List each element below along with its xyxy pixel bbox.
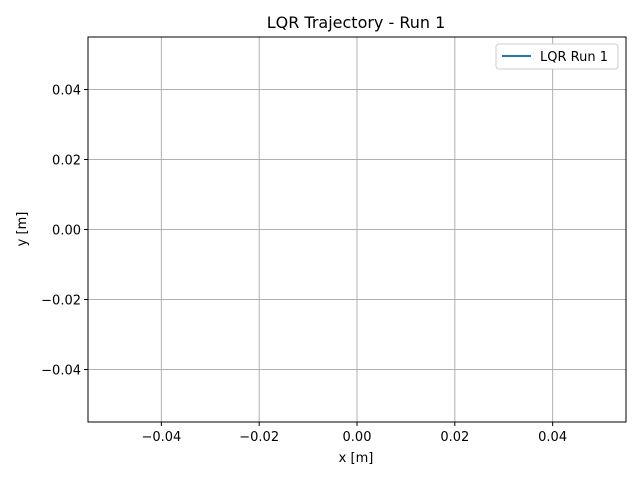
x-axis-label: x [m] (339, 451, 374, 466)
x-tick-label: 0.04 (538, 430, 567, 445)
y-tick-label: −0.02 (41, 294, 81, 309)
grid-lines (88, 37, 626, 422)
x-tick-label: 0.00 (343, 430, 372, 445)
legend: LQR Run 1 (495, 43, 619, 70)
chart-title: LQR Trajectory - Run 1 (267, 13, 446, 32)
y-tick-label: 0.04 (52, 84, 81, 99)
legend-box (495, 43, 619, 70)
y-tick-label: 0.00 (52, 224, 81, 239)
y-tick-label: 0.02 (52, 154, 81, 169)
legend-entry-label: LQR Run 1 (540, 50, 608, 65)
x-tick-label: −0.02 (239, 430, 279, 445)
x-tick-label: −0.04 (141, 430, 181, 445)
x-ticks: −0.04 −0.02 0.00 0.02 0.04 (141, 422, 567, 445)
x-tick-label: 0.02 (440, 430, 469, 445)
y-ticks: −0.04 −0.02 0.00 0.02 0.04 (41, 84, 88, 379)
y-tick-label: −0.04 (41, 364, 81, 379)
y-axis-label: y [m] (15, 212, 30, 247)
